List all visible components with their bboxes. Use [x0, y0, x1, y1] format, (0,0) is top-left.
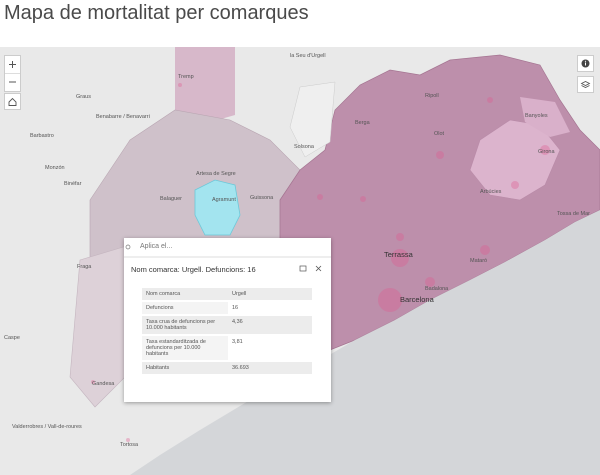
place-label: la Seu d'Urgell: [290, 53, 326, 59]
place-label: Tremp: [178, 74, 194, 80]
field-value: Urgell: [228, 288, 312, 302]
info-button[interactable]: [577, 55, 594, 72]
place-label: Guissona: [250, 195, 274, 201]
place-label: Barcelona: [400, 295, 435, 304]
place-label: Valderrobres / Vall-de-roures: [12, 424, 82, 430]
table-row: Taxa crua de defuncions per 10.000 habit…: [142, 315, 312, 336]
place-label: Gandesa: [92, 381, 115, 387]
table-row: Defuncions 16: [142, 301, 312, 316]
field-value: 4,36: [228, 315, 312, 336]
place-label: Terrassa: [384, 250, 414, 259]
place-label: Benabarre / Benavarri: [96, 114, 150, 120]
place-label: Artesa de Segre: [196, 171, 236, 177]
place-label: Graus: [76, 94, 91, 100]
field-value: 16: [228, 301, 312, 316]
table-row: Habitants 36.693: [142, 361, 312, 376]
table-row: Taxa estandarditzada de defuncions per 1…: [142, 335, 312, 362]
map: la Seu d'Urgell Tremp Graus Benabarre / …: [0, 47, 600, 475]
place-label: Fraga: [77, 264, 92, 270]
place-label: Ripoll: [425, 93, 439, 99]
place-label: Mataró: [470, 258, 487, 264]
table-row: Nom comarca Urgell: [142, 288, 312, 302]
place-label: Arbúcies: [480, 189, 502, 195]
layers-icon: [580, 81, 591, 88]
place-label: Balaguer: [160, 196, 182, 202]
field-name: Defuncions: [142, 301, 228, 316]
attribute-table: Nom comarca Urgell Defuncions 16 Taxa crua…: [142, 288, 312, 376]
popup-search[interactable]: Aplica el...: [140, 243, 173, 250]
home-icon: [8, 97, 17, 106]
field-value: 36.693: [228, 361, 312, 376]
place-label: Banyoles: [525, 113, 548, 119]
info-icon: [581, 59, 590, 68]
place-label: Olot: [434, 131, 445, 137]
field-name: Taxa estandarditzada de defuncions per 1…: [142, 335, 228, 362]
home-button[interactable]: [4, 93, 21, 110]
place-label: Caspe: [4, 335, 20, 341]
place-label: Tossa de Mar: [557, 211, 590, 217]
place-label: Barbastro: [30, 133, 54, 139]
place-label: Tortosa: [120, 442, 139, 448]
zoom-controls[interactable]: [4, 55, 21, 92]
layers-button[interactable]: [577, 76, 594, 93]
place-label: Solsona: [294, 144, 315, 150]
place-label: Monzón: [45, 165, 65, 171]
zoom-icons: [5, 61, 20, 83]
popup-title: Nom comarca: Urgell. Defuncions: 16: [131, 265, 256, 274]
popup: Aplica el... Nom comarca: Urgell. Defunc…: [124, 238, 331, 402]
field-value: 3,81: [228, 335, 312, 362]
place-label: Agramunt: [212, 197, 236, 203]
popup-chrome: [124, 244, 331, 272]
field-name: Nom comarca: [142, 288, 228, 302]
place-label: Berga: [355, 120, 371, 126]
field-name: Taxa crua de defuncions per 10.000 habit…: [142, 315, 228, 336]
place-label: Badalona: [425, 286, 449, 292]
place-label: Girona: [538, 149, 555, 155]
field-name: Habitants: [142, 361, 228, 376]
page-title: Mapa de mortalitat per comarques: [4, 2, 309, 24]
place-label: Binéfar: [64, 181, 82, 187]
